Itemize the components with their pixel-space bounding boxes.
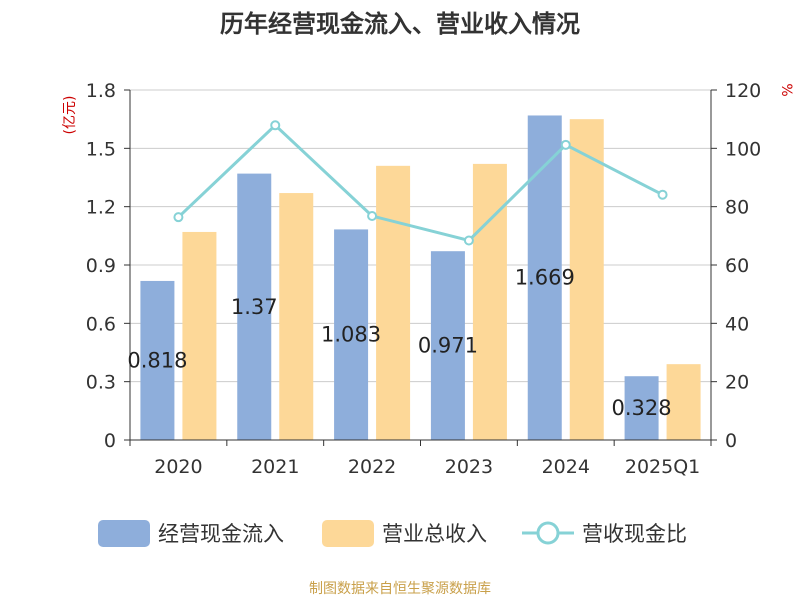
bar-revenue (376, 165, 411, 441)
line-point (657, 189, 668, 200)
data-label-cash-inflow: 0.818 (127, 348, 187, 372)
legend: 经营现金流入 营业总收入 营收现金比 (98, 520, 687, 547)
y-left-tick-label: 0 (104, 430, 116, 452)
data-label-cash-inflow: 1.37 (231, 295, 278, 319)
legend-label-revenue: 营业总收入 (382, 522, 487, 546)
gridlines (130, 89, 711, 383)
data-label-cash-inflow: 1.669 (515, 266, 575, 290)
data-label-cash-inflow: 1.083 (321, 323, 381, 347)
bar-revenue (279, 193, 314, 440)
legend-swatch-cash-inflow (98, 520, 150, 547)
line-point (270, 120, 281, 131)
axes: 0 0.3 0.6 0.9 1.2 1.5 1.8 0 20 40 60 80 100 120 (亿元)% 2… (62, 80, 794, 478)
footer-source: 制图数据来自恒生聚源数据库 (309, 581, 491, 597)
line-point (173, 212, 184, 223)
legend-label-cash-inflow: 经营现金流入 (158, 522, 284, 546)
y-right-tick-label: 80 (725, 197, 749, 219)
line-point (463, 235, 474, 246)
y-left-tick-label: 0.6 (86, 313, 116, 335)
bar-series (140, 115, 701, 441)
y-left-tick-label: 0.3 (86, 372, 116, 394)
chart-title: 历年经营现金流入、营业收入情况 (220, 10, 580, 38)
x-tick-label: 2023 (445, 456, 493, 478)
y-left-tick-label: 1.5 (86, 138, 116, 160)
bar-cash-inflow (430, 251, 465, 440)
y-left-tick-label: 1.8 (86, 80, 116, 102)
x-tick-label: 2022 (348, 456, 396, 478)
x-tick-label: 2021 (251, 456, 299, 478)
y-right-tick-label: 0 (725, 430, 737, 452)
y-right-tick-label: 120 (725, 80, 761, 102)
legend-swatch-revenue (322, 520, 374, 547)
bar-cash-inflow (140, 280, 175, 440)
bar-cash-inflow (334, 229, 369, 440)
bar-cash-inflow (527, 115, 562, 440)
bar-cash-inflow (624, 376, 659, 440)
y-left-tick-label: 0.9 (86, 255, 116, 277)
bar-cash-inflow (237, 173, 272, 440)
x-tick-label: 2025Q1 (625, 456, 700, 478)
y-left-tick-label: 1.2 (86, 197, 116, 219)
data-label-cash-inflow: 0.328 (612, 396, 672, 420)
line-point (560, 139, 571, 150)
legend-label-ratio: 营收现金比 (582, 522, 687, 546)
y-right-tick-label: 40 (725, 313, 749, 335)
x-tick-label: 2024 (542, 456, 590, 478)
bar-revenue (569, 119, 604, 441)
bar-revenue (182, 231, 217, 440)
data-labels: 0.818 1.37 1.083 0.971 1.669 0.328 (127, 266, 671, 420)
x-tick-label: 2020 (154, 456, 202, 478)
y-left-axis-label: (亿元) (62, 96, 78, 135)
y-right-tick-label: 100 (725, 138, 761, 160)
y-right-tick-label: 20 (725, 372, 749, 394)
legend-marker-line (536, 521, 560, 545)
y-right-axis-label: % (778, 83, 794, 96)
bar-revenue (472, 163, 507, 440)
line-point (367, 211, 378, 221)
y-right-tick-label: 60 (725, 255, 749, 277)
data-label-cash-inflow: 0.971 (418, 334, 478, 358)
bar-revenue (666, 364, 701, 440)
line-series (173, 120, 668, 246)
line-revenue-cash-ratio (177, 123, 664, 243)
